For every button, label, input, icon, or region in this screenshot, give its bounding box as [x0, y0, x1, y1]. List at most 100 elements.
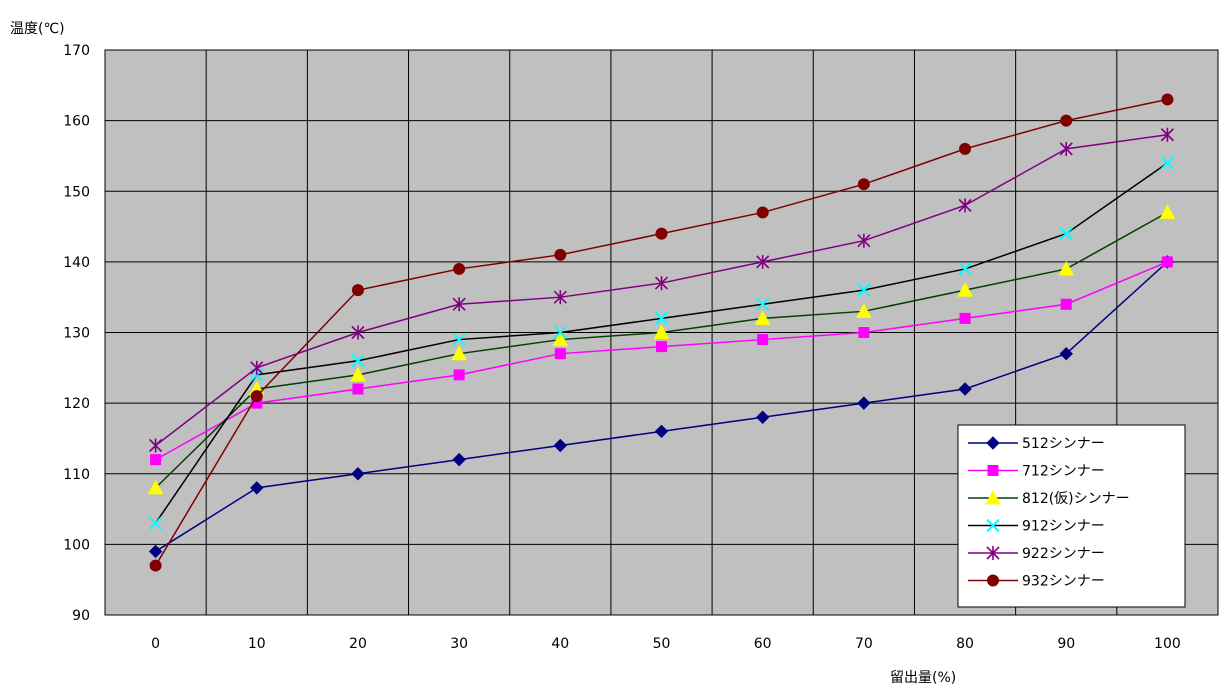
data-point	[1060, 114, 1073, 127]
y-axis-ticks: 90 100 110 120 130 140 150 160 170	[63, 43, 90, 624]
data-point	[1161, 256, 1173, 268]
y-tick-label: 130	[63, 326, 90, 342]
legend-label: 712シンナー	[1022, 464, 1105, 480]
data-point	[857, 233, 871, 248]
series-1	[148, 255, 1175, 559]
x-tick-label: 30	[450, 636, 468, 652]
data-point	[1058, 260, 1075, 276]
data-point	[755, 410, 770, 424]
y-tick-label: 100	[63, 537, 90, 553]
data-point	[148, 516, 163, 530]
x-tick-label: 0	[151, 636, 160, 652]
data-point	[655, 227, 668, 240]
data-point	[552, 331, 569, 347]
data-point	[959, 142, 972, 155]
data-point	[352, 383, 364, 395]
data-point	[1059, 226, 1073, 241]
data-point	[250, 481, 264, 495]
legend-label: 812(仮)シンナー	[1022, 491, 1130, 507]
data-point	[453, 262, 466, 275]
data-point	[1060, 298, 1072, 310]
data-point	[958, 382, 972, 396]
data-point	[1059, 141, 1073, 156]
data-point	[147, 479, 164, 495]
data-point	[654, 276, 669, 291]
y-tick-label: 110	[63, 467, 90, 483]
legend-item: 512シンナー	[968, 436, 1105, 452]
x-tick-label: 60	[754, 636, 772, 652]
data-point	[857, 178, 870, 191]
data-point	[756, 206, 769, 219]
legend-marker	[986, 518, 1000, 533]
data-point	[148, 544, 163, 559]
y-tick-label: 120	[63, 396, 90, 412]
data-point	[553, 438, 568, 453]
data-point	[453, 369, 465, 381]
data-point	[553, 290, 567, 305]
data-point	[553, 325, 568, 340]
legend-label: 932シンナー	[1022, 574, 1105, 590]
data-point	[755, 297, 770, 311]
data-point	[858, 327, 870, 338]
legend-label: 912シンナー	[1022, 519, 1105, 535]
legend: 512シンナー 712シンナー 812(仮)シンナー 912シンナー 922シンナー 93…	[957, 424, 1186, 608]
data-point	[656, 341, 667, 353]
legend-item: 912シンナー	[968, 519, 1105, 535]
data-point	[756, 254, 770, 269]
data-point	[554, 348, 566, 360]
data-point	[351, 467, 365, 481]
legend-item: 922シンナー	[968, 546, 1105, 562]
data-point	[250, 390, 263, 403]
x-tick-label: 90	[1057, 636, 1075, 652]
x-tick-label: 40	[551, 636, 569, 652]
y-tick-label: 140	[63, 255, 90, 271]
data-point	[757, 334, 769, 346]
data-point	[958, 198, 972, 213]
data-point	[857, 283, 871, 297]
y-tick-label: 160	[63, 114, 90, 130]
x-tick-label: 80	[956, 636, 974, 652]
series-group	[147, 93, 1176, 572]
x-tick-label: 100	[1154, 636, 1181, 652]
data-point	[1160, 156, 1175, 170]
series-3	[147, 204, 1176, 495]
data-point	[452, 297, 466, 312]
x-axis-ticks: 0 10 20 30 40 50 60 70 80 90 100	[151, 636, 1181, 652]
series-6	[149, 93, 1174, 572]
legend-item: 932シンナー	[968, 574, 1105, 590]
x-tick-label: 10	[248, 636, 266, 652]
legend-marker	[985, 489, 1001, 505]
data-point	[857, 396, 871, 410]
data-point	[654, 311, 669, 326]
data-point	[754, 310, 771, 325]
series-2	[150, 256, 1173, 466]
x-tick-label: 20	[349, 636, 367, 652]
data-point	[452, 452, 466, 467]
data-point	[957, 282, 973, 297]
legend-marker	[986, 546, 1000, 560]
data-point	[958, 262, 972, 276]
data-point	[653, 324, 670, 339]
data-point	[149, 438, 163, 453]
data-point	[959, 312, 971, 324]
data-point	[1160, 127, 1174, 142]
x-axis-title: 留出量(%)	[890, 670, 956, 685]
data-point	[149, 559, 162, 572]
data-point	[250, 360, 264, 375]
data-point	[351, 284, 364, 297]
legend-marker	[987, 465, 999, 476]
series-5	[149, 127, 1174, 453]
data-point	[150, 454, 162, 466]
data-point	[451, 345, 467, 361]
y-tick-label: 170	[63, 43, 90, 59]
legend-item: 712シンナー	[968, 464, 1105, 480]
legend-marker	[986, 436, 1000, 450]
data-point	[1159, 204, 1176, 219]
legend-label: 512シンナー	[1022, 436, 1105, 452]
data-point	[554, 248, 567, 261]
data-point	[856, 303, 872, 318]
y-tick-label: 150	[63, 184, 90, 200]
x-tick-label: 70	[855, 636, 873, 652]
data-point	[351, 325, 365, 340]
